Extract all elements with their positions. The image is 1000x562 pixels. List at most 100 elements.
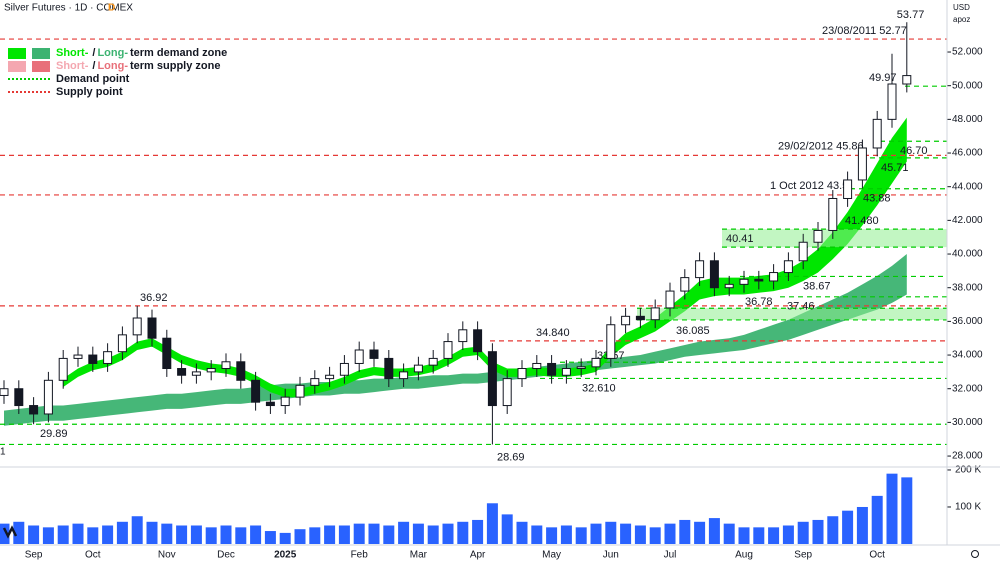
volume-bar xyxy=(486,503,498,544)
volume-bar xyxy=(457,521,469,544)
volume-bar xyxy=(250,525,262,544)
volume-bar xyxy=(782,525,794,544)
settings-icon[interactable] xyxy=(971,550,979,558)
volume-bar xyxy=(442,523,454,544)
volume-bar xyxy=(575,527,587,544)
candle-body xyxy=(887,83,897,120)
volume-bar xyxy=(131,516,143,544)
volume-bar xyxy=(338,525,350,544)
legend-text: Short- xyxy=(56,60,89,72)
candle-body xyxy=(621,315,631,326)
volume-bar xyxy=(694,521,706,544)
volume-bar xyxy=(309,527,321,544)
level-label: 36.085 xyxy=(676,325,710,337)
level-label: 23/08/2011 52.77 xyxy=(822,25,907,37)
y-tick-label: 40.000 xyxy=(952,249,983,260)
volume-bar xyxy=(664,523,676,544)
y-tick-label: 46.000 xyxy=(952,148,983,159)
y-tick-label: 36.000 xyxy=(952,316,983,327)
currency[interactable]: USD xyxy=(953,3,970,12)
y-tick-label: 34.000 xyxy=(952,350,983,361)
candle-body xyxy=(606,324,616,359)
candle-body xyxy=(680,277,690,292)
candle-body xyxy=(251,379,261,403)
candle-body xyxy=(547,362,557,376)
volume-bar xyxy=(279,532,291,544)
demand-zone xyxy=(637,308,947,320)
y-tick-label: 30.000 xyxy=(952,417,983,428)
x-tick-label: Jun xyxy=(603,550,619,561)
x-tick-label: Sep xyxy=(794,550,812,561)
volume-bar xyxy=(116,521,128,544)
volume-bar xyxy=(708,518,720,544)
volume-bar xyxy=(383,525,395,544)
y-tick-label: 32.000 xyxy=(952,383,983,394)
volume-bar xyxy=(546,527,558,544)
volume-bar xyxy=(812,519,824,544)
volume-bar xyxy=(649,527,661,544)
candle-body xyxy=(872,118,882,149)
long-term-zone xyxy=(4,254,907,426)
level-label: 1 Oct 2012 43.51 xyxy=(770,180,854,192)
legend-text: term demand zone xyxy=(130,47,227,59)
volume-bar xyxy=(13,521,25,544)
candle-body xyxy=(857,147,867,181)
level-label: 32.610 xyxy=(582,382,616,394)
unit-menu[interactable]: apoz xyxy=(953,15,970,24)
volume-bar xyxy=(72,523,84,544)
legend-text: / xyxy=(92,60,95,72)
badge: D xyxy=(108,3,115,14)
x-tick-label: 2025 xyxy=(274,550,297,561)
volume-bar xyxy=(28,525,40,544)
volume-bar xyxy=(679,519,691,544)
candle-body xyxy=(813,229,823,243)
legend-swatch xyxy=(32,48,50,59)
legend-swatch xyxy=(8,61,26,72)
candle-body xyxy=(635,315,645,321)
x-tick-label: Aug xyxy=(735,550,753,561)
candle-body xyxy=(473,329,483,353)
candle-body xyxy=(517,368,527,380)
candle-body xyxy=(73,354,83,359)
level-label: 49.97 xyxy=(869,72,897,84)
level-label: 38.67 xyxy=(803,280,831,292)
x-tick-label: Apr xyxy=(470,550,486,561)
level-label: 43.88 xyxy=(863,193,891,205)
candle-body xyxy=(14,388,24,407)
candle-body xyxy=(502,378,512,407)
candle-body xyxy=(576,366,586,370)
candle-body xyxy=(828,197,838,231)
clipped-label: 1 xyxy=(0,447,6,458)
candle-body xyxy=(265,401,275,407)
volume-bar xyxy=(398,521,410,544)
volume-bar xyxy=(901,477,913,544)
candle-body xyxy=(191,371,201,376)
candle-body xyxy=(798,241,808,262)
y-tick-label: 52.000 xyxy=(952,47,983,58)
candle-body xyxy=(88,354,98,364)
logo xyxy=(2,525,18,539)
candle-body xyxy=(369,349,379,359)
volume-bar xyxy=(856,506,868,544)
legend-text: Demand point xyxy=(56,73,130,85)
y-tick-label: 38.000 xyxy=(952,282,983,293)
candle-body xyxy=(58,357,68,381)
volume-bar xyxy=(516,521,528,544)
candle-body xyxy=(443,341,453,359)
legend-text: Long- xyxy=(97,47,128,59)
y-tick-label: 50.000 xyxy=(952,80,983,91)
volume-bar xyxy=(102,525,114,544)
volume-bar xyxy=(294,529,306,544)
candle-body xyxy=(0,388,9,396)
y-tick-label: 48.000 xyxy=(952,114,983,125)
volume-bar xyxy=(753,527,765,544)
volume-bar xyxy=(146,521,158,544)
volume-bar xyxy=(353,523,365,544)
candle-body xyxy=(29,405,39,415)
volume-bar xyxy=(827,516,839,544)
level-label: 29.89 xyxy=(40,428,68,440)
volume-bar xyxy=(723,523,735,544)
volume-bar xyxy=(161,523,173,544)
legend-text: / xyxy=(92,47,95,59)
